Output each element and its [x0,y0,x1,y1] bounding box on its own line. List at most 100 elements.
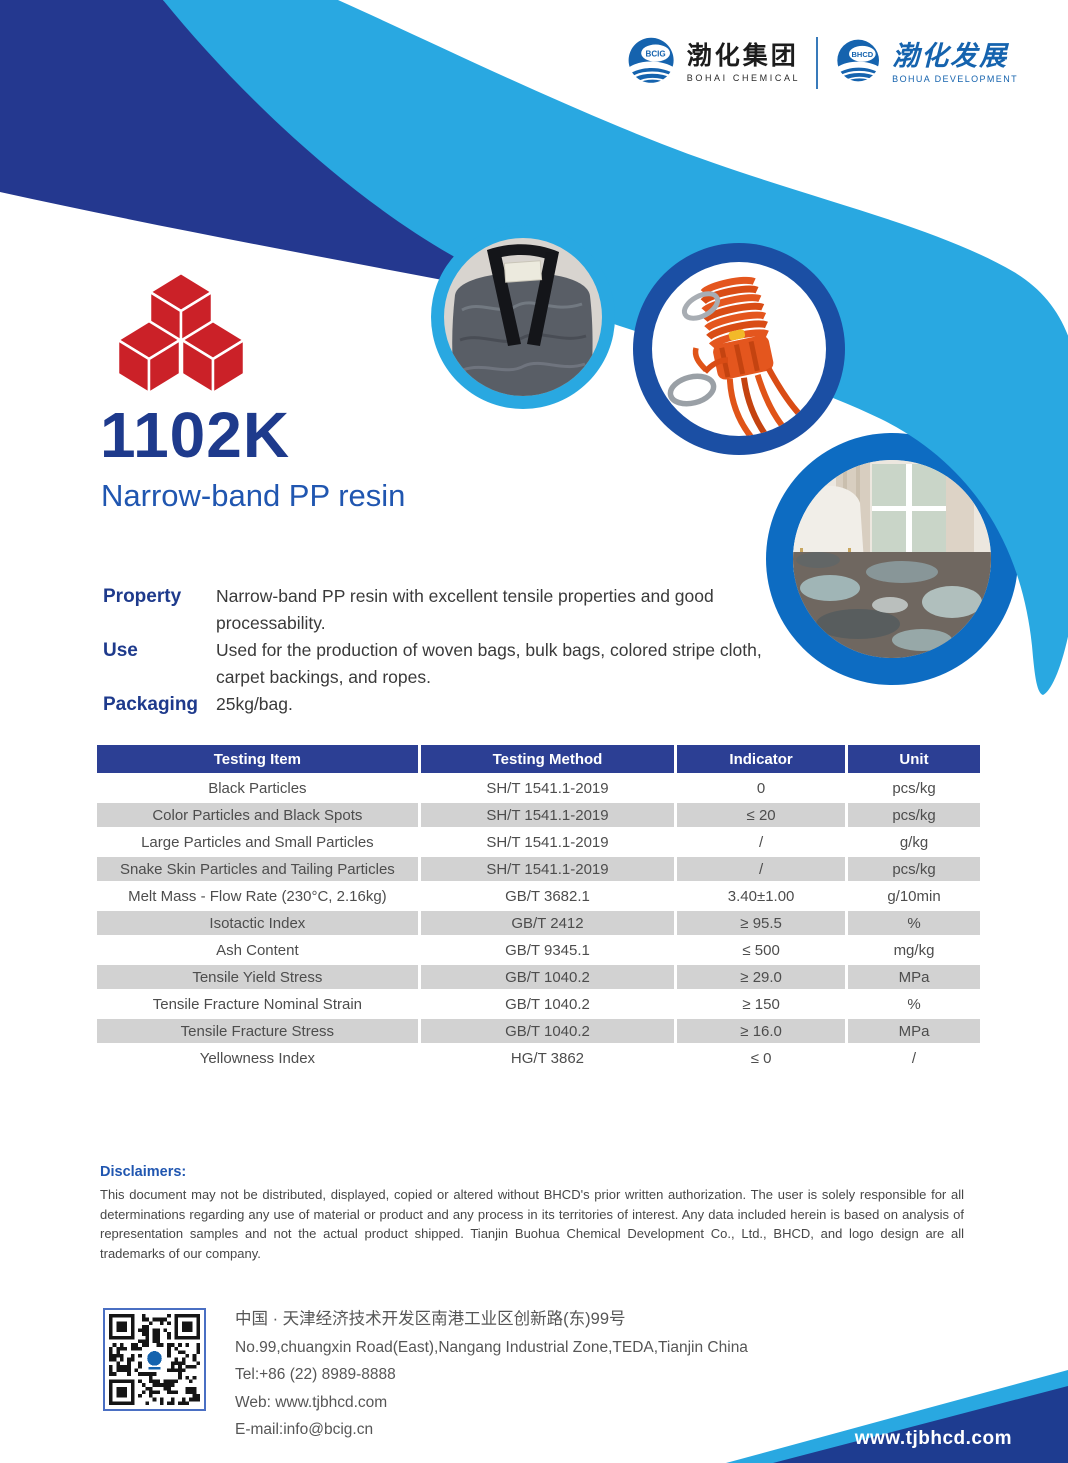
table-row: Tensile Fracture Nominal Strain GB/T 104… [97,992,980,1016]
cell-unit: / [848,1046,980,1070]
detail-label: Packaging [103,694,199,715]
orange-rope-photo [633,243,845,455]
cell-indicator: ≤ 20 [677,803,845,827]
detail-text: Used for the production of woven bags, b… [216,640,762,687]
address-en: No.99,chuangxin Road(East),Nangang Indus… [235,1338,748,1356]
disclaimers-title: Disclaimers: [100,1164,187,1180]
cell-indicator: ≥ 16.0 [677,1019,845,1043]
bohai-emblem-icon: BCIG [628,37,676,84]
cell-testing-item: Isotactic Index [97,911,418,935]
cell-unit: MPa [848,1019,980,1043]
column-header: Unit [848,745,980,773]
disclaimers-section: Disclaimers: This document may not be di… [100,1164,964,1263]
cell-testing-item: Yellowness Index [97,1046,418,1070]
table-row: Ash Content GB/T 9345.1 ≤ 500 mg/kg [97,938,980,962]
cell-testing-method: GB/T 2412 [420,911,675,935]
emblem-text: BHCD [852,50,874,59]
cell-unit: pcs/kg [848,776,980,800]
cell-indicator: / [677,830,845,854]
detail-label: Property [103,586,182,607]
website-url: www.tjbhcd.com [854,1428,1012,1449]
cell-testing-method: GB/T 1040.2 [420,1019,675,1043]
cell-unit: g/10min [848,884,980,908]
bohai-chemical-logo: BCIG 渤化集团 BOHAI CHEMICAL [625,36,800,90]
product-code: 1102K [100,399,291,471]
table-row: Tensile Yield Stress GB/T 1040.2 ≥ 29.0 … [97,965,980,989]
column-header: Testing Item [97,745,418,773]
woven-bag-photo [431,225,615,409]
spec-table-header-row: Testing Item Testing Method Indicator Unit [97,745,980,773]
address-cn: 中国 · 天津经济技术开发区南港工业区创新路(东)99号 [235,1310,626,1328]
red-cubes-icon [116,271,246,394]
cell-indicator: ≥ 150 [677,992,845,1016]
cell-testing-method: SH/T 1541.1-2019 [420,803,675,827]
cell-unit: mg/kg [848,938,980,962]
cell-testing-item: Ash Content [97,938,418,962]
cell-indicator: / [677,857,845,881]
detail-text: Narrow-band PP resin with excellent tens… [216,586,714,633]
header-logos: BCIG 渤化集团 BOHAI CHEMICAL BHCD 渤化发展 BOHUA… [625,36,1018,90]
cell-testing-method: GB/T 1040.2 [420,992,675,1016]
cell-testing-method: SH/T 1541.1-2019 [420,776,675,800]
table-row: Isotactic Index GB/T 2412 ≥ 95.5 % [97,911,980,935]
cell-indicator: 3.40±1.00 [677,884,845,908]
detail-row: Use Used for the production of woven bag… [103,637,783,691]
detail-row: Packaging 25kg/bag. [103,691,783,718]
carpet-room-photo [766,433,1018,685]
detail-text: 25kg/bag. [216,694,293,714]
bohua-emblem-icon: BHCD [837,39,881,83]
cell-testing-item: Snake Skin Particles and Tailing Particl… [97,857,418,881]
table-row: Melt Mass - Flow Rate (230°C, 2.16kg) GB… [97,884,980,908]
bottom-wave-graphic [726,1370,1068,1463]
cell-indicator: 0 [677,776,845,800]
bottom-navy-wedge [773,1386,1068,1463]
cell-testing-method: GB/T 1040.2 [420,965,675,989]
cell-unit: pcs/kg [848,803,980,827]
cell-indicator: ≥ 29.0 [677,965,845,989]
cell-indicator: ≤ 500 [677,938,845,962]
cell-testing-method: HG/T 3862 [420,1046,675,1070]
bottom-cyan-stripe [726,1370,1068,1463]
website: Web: www.tjbhcd.com [235,1393,388,1411]
cell-testing-item: Black Particles [97,776,418,800]
table-row: Tensile Fracture Stress GB/T 1040.2 ≥ 16… [97,1019,980,1043]
bohai-chemical-en: BOHAI CHEMICAL [686,72,801,83]
email: E-mail:info@bcig.cn [235,1421,374,1438]
cell-testing-item: Large Particles and Small Particles [97,830,418,854]
cell-testing-item: Melt Mass - Flow Rate (230°C, 2.16kg) [97,884,418,908]
bohai-chemical-cn: 渤化集团 [686,41,799,70]
cell-indicator: ≥ 95.5 [677,911,845,935]
cell-testing-method: GB/T 3682.1 [420,884,675,908]
bohua-development-logo: BHCD 渤化发展 BOHUA DEVELOPMENT [834,38,1018,88]
cell-unit: g/kg [848,830,980,854]
cell-testing-method: SH/T 1541.1-2019 [420,857,675,881]
cell-unit: pcs/kg [848,857,980,881]
logo-separator [816,37,819,89]
table-row: Color Particles and Black Spots SH/T 154… [97,803,980,827]
table-row: Black Particles SH/T 1541.1-2019 0 pcs/k… [97,776,980,800]
cell-unit: % [848,911,980,935]
cell-unit: % [848,992,980,1016]
bohua-development-en: BOHUA DEVELOPMENT [892,73,1018,84]
product-name: Narrow-band PP resin [101,478,406,513]
emblem-text: BCIG [645,49,665,58]
bohua-development-cn: 渤化发展 [892,40,1009,71]
hero-graphic [0,0,1068,695]
cell-testing-method: GB/T 9345.1 [420,938,675,962]
cell-testing-item: Tensile Fracture Stress [97,1019,418,1043]
phone: Tel:+86 (22) 8989-8888 [235,1366,396,1383]
cell-testing-method: SH/T 1541.1-2019 [420,830,675,854]
detail-label: Use [103,640,138,661]
product-details: Property Narrow-band PP resin with excel… [103,583,783,718]
column-header: Indicator [677,745,845,773]
table-row: Large Particles and Small Particles SH/T… [97,830,980,854]
column-header: Testing Method [420,745,675,773]
contact-block: 中国 · 天津经济技术开发区南港工业区创新路(东)99号 No.99,chuan… [235,1306,748,1444]
detail-row: Property Narrow-band PP resin with excel… [103,583,783,637]
cell-indicator: ≤ 0 [677,1046,845,1070]
cyan-swoosh [163,0,1068,695]
cell-testing-item: Tensile Fracture Nominal Strain [97,992,418,1016]
cell-unit: MPa [848,965,980,989]
qr-code [103,1308,206,1411]
disclaimers-text: This document may not be distributed, di… [100,1187,964,1261]
